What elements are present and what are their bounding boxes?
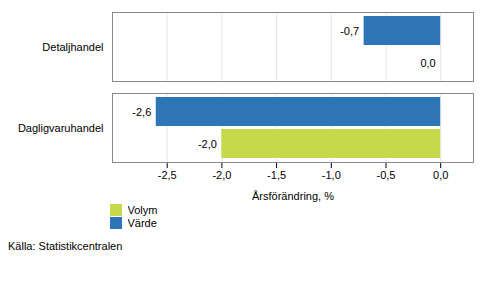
- svg-text:0,0: 0,0: [420, 57, 435, 69]
- svg-text:0,0: 0,0: [433, 169, 448, 181]
- svg-text:-1,0: -1,0: [322, 169, 341, 181]
- svg-text:-2,5: -2,5: [158, 169, 177, 181]
- html-text:Volym: Volym: [127, 204, 158, 216]
- svg-text:Detaljhandel: Detaljhandel: [42, 41, 103, 53]
- svg-text:-1,5: -1,5: [267, 169, 286, 181]
- svg-text:-0,7: -0,7: [340, 25, 359, 37]
- svg-text:-0,5: -0,5: [377, 169, 396, 181]
- html-text:Värde: Värde: [127, 217, 157, 229]
- svg-text:-2,6: -2,6: [132, 106, 151, 118]
- svg-text:-2,0: -2,0: [212, 169, 231, 181]
- svg-text:-2,0: -2,0: [198, 138, 217, 150]
- svg-text:Årsförändring, %: Årsförändring, %: [252, 190, 334, 202]
- html-text:Källa: Statistikcentralen: Källa: Statistikcentralen: [8, 239, 123, 252]
- svg-text:Dagligvaruhandel: Dagligvaruhandel: [18, 122, 104, 134]
